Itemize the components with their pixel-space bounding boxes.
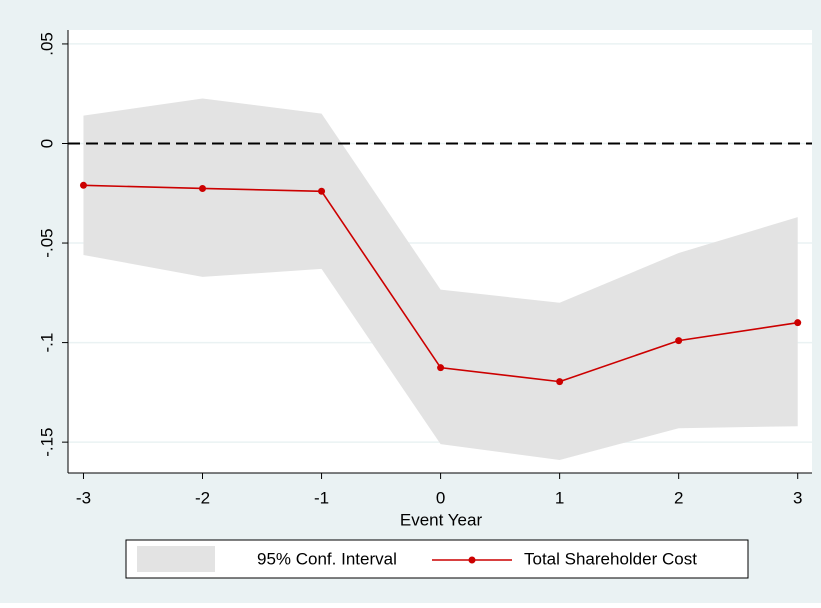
y-tick-label: -.15	[37, 427, 56, 456]
y-tick-label: 0	[37, 139, 56, 148]
legend-marker	[468, 556, 476, 564]
point	[79, 181, 87, 189]
point	[794, 319, 802, 327]
legend-box	[125, 539, 749, 579]
point	[318, 187, 326, 195]
legend-swatch	[137, 546, 215, 572]
point	[556, 378, 564, 386]
x-tick-label: 3	[793, 488, 802, 507]
confidence-band	[83, 98, 798, 461]
x-axis-label: Event Year	[400, 510, 483, 529]
x-tick-label: 1	[555, 488, 564, 507]
point	[437, 364, 445, 372]
point	[199, 184, 207, 192]
point	[675, 337, 683, 345]
y-tick-label: -.1	[37, 333, 56, 353]
x-tick-label: -1	[314, 488, 329, 507]
x-tick-label: 0	[436, 488, 445, 507]
x-tick-label: 2	[674, 488, 683, 507]
legend-label: 95% Conf. Interval	[257, 549, 397, 568]
y-tick-label: -.05	[37, 228, 56, 257]
x-tick-label: -2	[195, 488, 210, 507]
y-tick-label: .05	[37, 32, 56, 56]
x-tick-label: -3	[76, 488, 91, 507]
legend-label: Total Shareholder Cost	[524, 549, 697, 568]
